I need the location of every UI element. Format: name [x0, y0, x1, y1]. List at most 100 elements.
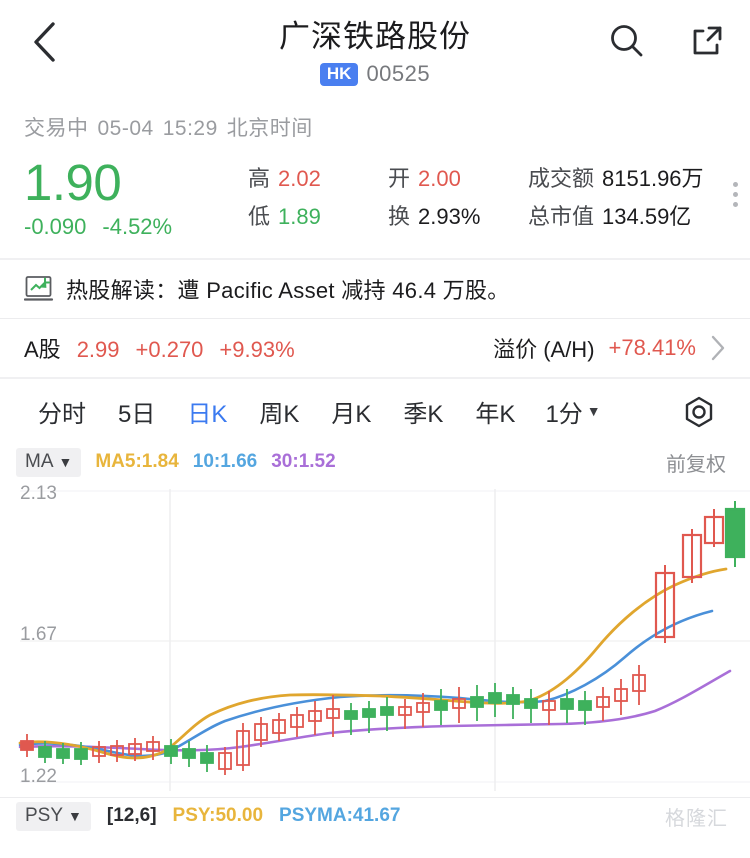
candle: [524, 689, 538, 723]
external-link-icon: [693, 26, 722, 55]
ma5-line: [18, 567, 728, 760]
amount-label: 成交额: [528, 166, 595, 191]
amount-row: 成交额 8151.96万: [528, 160, 726, 198]
chart-canvas: [0, 479, 750, 797]
settings-hex-icon: [685, 396, 713, 428]
candle: [182, 741, 196, 767]
more-vertical-icon-dot: [733, 192, 738, 197]
period-selector[interactable]: 1分 ▼: [531, 390, 606, 435]
y-axis-tick-bottom: 1.22: [20, 766, 57, 787]
ma-indicator-selector[interactable]: MA ▼: [16, 447, 82, 477]
app-header: 广深铁路股份 HK 00525: [0, 0, 750, 100]
header-actions: [604, 18, 730, 64]
open-row: 开 2.00: [388, 160, 528, 198]
candle: [92, 741, 106, 763]
back-button[interactable]: [22, 20, 66, 64]
candle: [56, 743, 70, 764]
psy-indicator-label: PSY: [25, 804, 64, 826]
candle: [344, 703, 358, 735]
psy-params: [12,6]: [106, 805, 157, 826]
tab-5day[interactable]: 5日: [118, 400, 156, 428]
tab-daily-k[interactable]: 日K: [187, 400, 228, 428]
candle: [560, 689, 574, 723]
a-share-price: 2.99: [76, 337, 120, 362]
candle: [326, 695, 340, 737]
page-title: 广深铁路股份: [279, 19, 471, 54]
candle: [542, 691, 556, 725]
chevron-right-icon: [711, 335, 725, 361]
quote-panel: 1.90 -0.090 -4.52% 高 2.02 低 1.89 开 2.00 换 2.…: [0, 146, 750, 258]
open-turnover-column: 开 2.00 换 2.93%: [388, 154, 528, 240]
quote-time: 15:29: [162, 117, 218, 140]
candle: [128, 738, 142, 761]
premium-value: +78.41%: [608, 335, 696, 360]
tab-weekly-k[interactable]: 周K: [259, 400, 300, 428]
candles-group: [20, 501, 746, 775]
search-icon: [611, 25, 643, 57]
low-label: 低: [248, 204, 271, 229]
news-report-icon: [24, 276, 54, 301]
tab-monthly-k[interactable]: 月K: [331, 400, 372, 428]
a-share-row[interactable]: A股 2.99 +0.270 +9.93% 溢价 (A/H) +78.41%: [0, 319, 750, 377]
candle: [380, 697, 394, 731]
candle: [434, 689, 448, 725]
hot-stock-row[interactable]: 热股解读：遭 Pacific Asset 减持 46.4 万股。: [0, 260, 750, 318]
candle: [488, 683, 502, 717]
turnover-rate-row: 换 2.93%: [388, 198, 528, 236]
candle: [254, 717, 268, 747]
chevron-left-icon: [34, 22, 55, 62]
more-menu-button[interactable]: [727, 176, 744, 213]
share-button[interactable]: [684, 18, 730, 64]
divider: [0, 797, 750, 798]
psy-indicator-bar: PSY ▼ [12,6] PSY:50.00 PSYMA:41.67 格隆汇: [0, 798, 750, 834]
quote-timezone: 北京时间: [226, 117, 313, 140]
ma-indicator-label: MA: [25, 450, 54, 472]
title-block: 广深铁路股份 HK 00525: [24, 14, 726, 87]
price-block: 1.90 -0.090 -4.52%: [24, 154, 248, 240]
brand-watermark: 格隆汇: [665, 807, 728, 830]
candle: [506, 687, 520, 719]
price-change-block: -0.090 -4.52%: [24, 214, 248, 240]
chart-settings-button[interactable]: [680, 393, 728, 431]
low-value: 1.89: [278, 204, 321, 229]
candle: [20, 734, 34, 757]
candle: [38, 741, 52, 763]
psyma-value: PSYMA:41.67: [279, 805, 401, 826]
candle: [218, 747, 232, 775]
candle: [146, 736, 160, 760]
candle: [452, 687, 466, 723]
period-selector-label: 1分: [545, 400, 583, 428]
a-share-change: +0.270: [135, 337, 204, 362]
chart-period-tabs: 分时 5日 日K 周K 月K 季K 年K 1分 ▼: [0, 379, 750, 445]
ma5-value: MA5:1.84: [95, 451, 179, 472]
candle: [110, 740, 124, 762]
candlestick-chart[interactable]: 2.13 1.67 1.22: [0, 479, 750, 797]
tab-yearly-k[interactable]: 年K: [475, 400, 516, 428]
price-change: -0.090: [24, 214, 87, 239]
tab-fenshi[interactable]: 分时: [38, 400, 86, 428]
psy-indicator-selector[interactable]: PSY ▼: [16, 801, 91, 831]
candle: [632, 665, 646, 705]
ma30-value: 30:1.52: [271, 451, 336, 472]
last-price: 1.90: [24, 154, 122, 211]
ma-indicator-bar: MA ▼ MA5:1.84 10:1.66 30:1.52 前复权: [0, 445, 750, 479]
candle: [272, 713, 286, 741]
candle: [290, 707, 304, 737]
tab-quarterly-k[interactable]: 季K: [403, 400, 444, 428]
adjust-type-label[interactable]: 前复权: [666, 453, 726, 476]
low-row: 低 1.89: [248, 198, 388, 236]
market-badge: HK: [319, 62, 359, 86]
market-state: 交易中: [24, 117, 89, 140]
search-button[interactable]: [604, 18, 650, 64]
stock-identity: HK 00525: [24, 61, 726, 87]
candle: [596, 687, 610, 721]
a-share-label: A股: [24, 337, 61, 362]
candle: [614, 679, 628, 715]
chevron-down-icon: ▼: [68, 807, 82, 824]
candle: [470, 685, 484, 721]
amount-value: 8151.96万: [602, 166, 704, 191]
divider: [0, 318, 750, 319]
turnover-rate-label: 换: [388, 204, 411, 229]
market-cap-label: 总市值: [528, 204, 595, 229]
hot-stock-text: 热股解读：遭 Pacific Asset 减持 46.4 万股。: [66, 278, 510, 303]
